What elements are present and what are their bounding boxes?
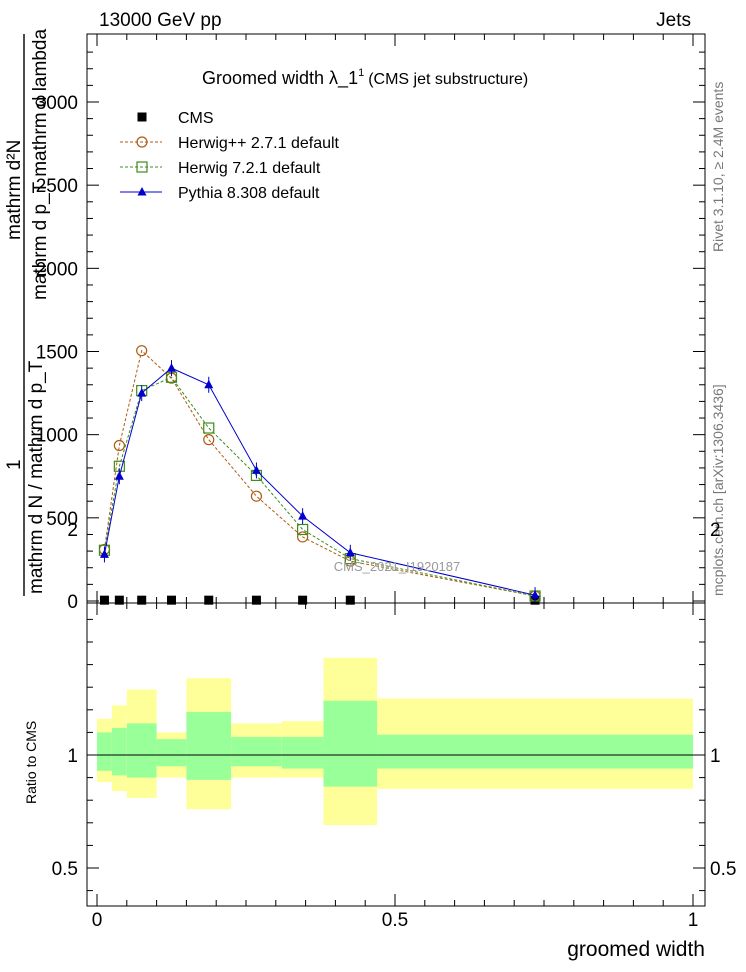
data-point [137, 595, 147, 605]
data-point [251, 465, 261, 474]
main-ytick-label: 1500 [36, 343, 78, 364]
x-tick-label: 0.5 [382, 910, 408, 931]
x-tick-label: 0 [92, 910, 103, 931]
plot-title: Groomed width λ_11 (CMS jet substructure) [202, 67, 528, 89]
ratio-ylabel: Ratio to CMS [23, 721, 39, 804]
legend-marker [137, 187, 147, 196]
main-ytick-label: 2500 [36, 176, 78, 197]
series-line [103, 367, 536, 596]
ylabel-den2: mathrm d N / mathrm d p_T [26, 360, 47, 594]
series-3 [99, 360, 540, 604]
ratio-bands [97, 657, 693, 826]
series-2 [98, 371, 541, 602]
legend-label: CMS [178, 110, 214, 127]
ratio-band-inner [186, 712, 232, 780]
ratio-ytick-label-right: 1 [710, 746, 721, 767]
legend-item: CMS [137, 110, 214, 127]
ylabel-num: mathrm d²N [4, 140, 25, 240]
legend-item: Herwig 7.2.1 default [120, 160, 321, 177]
ratio-band-inner [323, 700, 378, 787]
data-point [114, 595, 124, 605]
x-tick-label: 1 [688, 910, 699, 931]
legend-item: Herwig++ 2.7.1 default [120, 135, 340, 152]
ratio-band-inner [231, 736, 282, 767]
ratio-ytick-label-right: 2 [710, 520, 721, 541]
series-1 [98, 345, 541, 602]
data-point [298, 511, 308, 520]
legend-label: Pythia 8.308 default [178, 185, 320, 202]
legend-marker [136, 161, 148, 173]
legend-marker [136, 136, 148, 148]
main-series [98, 345, 541, 605]
legend-item: Pythia 8.308 default [120, 185, 320, 202]
main-ytick-label: 2000 [36, 259, 78, 280]
side-text-top: Rivet 3.1.10, ≥ 2.4M events [710, 82, 726, 252]
ratio-panel: 0.5 0.5 1 1 2 2 [52, 520, 736, 907]
data-point [345, 547, 355, 557]
main-ylabel: mathrm d²N mathrm d p_T mathrm d lambda … [4, 29, 51, 596]
data-point [530, 590, 540, 599]
series-line [103, 349, 536, 597]
data-point [167, 363, 176, 372]
data-point [137, 388, 147, 397]
main-ytick-label: 500 [46, 509, 78, 530]
legend: CMS Herwig++ 2.7.1 default Herwig 7.2.1 de… [120, 110, 340, 202]
ratio-frame [86, 602, 706, 907]
ratio-band-inner [156, 739, 187, 767]
data-point [297, 531, 309, 543]
legend-label: Herwig 7.2.1 default [178, 160, 321, 177]
plot-title-paren: (CMS jet substructure) [368, 71, 528, 88]
watermark: CMS_2021_I1920187 [334, 559, 461, 574]
data-point [136, 345, 148, 357]
data-point [203, 422, 215, 434]
data-point [250, 490, 263, 502]
main-ytick-label: 1000 [36, 426, 78, 447]
data-point [204, 595, 214, 605]
data-point [297, 523, 309, 536]
side-text-bottom: mcplots.cern.ch [arXiv:1306.3436] [710, 384, 726, 596]
ratio-ticks: 0.5 0.5 1 1 2 2 [52, 520, 736, 906]
ratio-band-inner [97, 732, 112, 771]
main-panel: 0 500 1000 1500 2000 2500 3000 [36, 33, 706, 613]
main-ticks: 0 500 1000 1500 2000 2500 3000 [36, 34, 705, 613]
ylabel-den: mathrm d p_T mathrm d lambda [30, 29, 51, 300]
data-point [113, 439, 125, 452]
ratio-ytick-label: 1 [67, 746, 78, 767]
header-right: Jets [656, 10, 691, 31]
legend-marker [137, 112, 147, 122]
ratio-band-inner [377, 734, 693, 769]
ratio-band-inner [281, 736, 324, 769]
data-point [298, 595, 308, 605]
ylabel-one: 1 [4, 459, 25, 470]
main-ytick-label: 3000 [36, 93, 78, 114]
series-line [103, 376, 536, 597]
data-point [204, 379, 214, 389]
data-point [251, 595, 261, 605]
ratio-ytick-label-right: 0.5 [710, 859, 736, 880]
data-point [345, 595, 355, 605]
header-left: 13000 GeV pp [99, 10, 222, 31]
data-point [99, 595, 109, 605]
main-ytick-label: 0 [67, 592, 78, 613]
data-point [167, 595, 176, 605]
x-axis-label: groomed width [567, 938, 705, 961]
plot-title-sup: 1 [358, 67, 364, 79]
legend-label: Herwig++ 2.7.1 default [178, 135, 340, 152]
data-point [99, 549, 109, 558]
ratio-ytick-label: 0.5 [52, 859, 78, 880]
ratio-ytick-label: 2 [67, 520, 78, 541]
ratio-band-inner [111, 727, 127, 776]
data-point [114, 471, 124, 480]
x-axis: 0 0.5 1 [92, 910, 699, 931]
data-point [203, 434, 215, 446]
ratio-band-inner [126, 723, 157, 778]
